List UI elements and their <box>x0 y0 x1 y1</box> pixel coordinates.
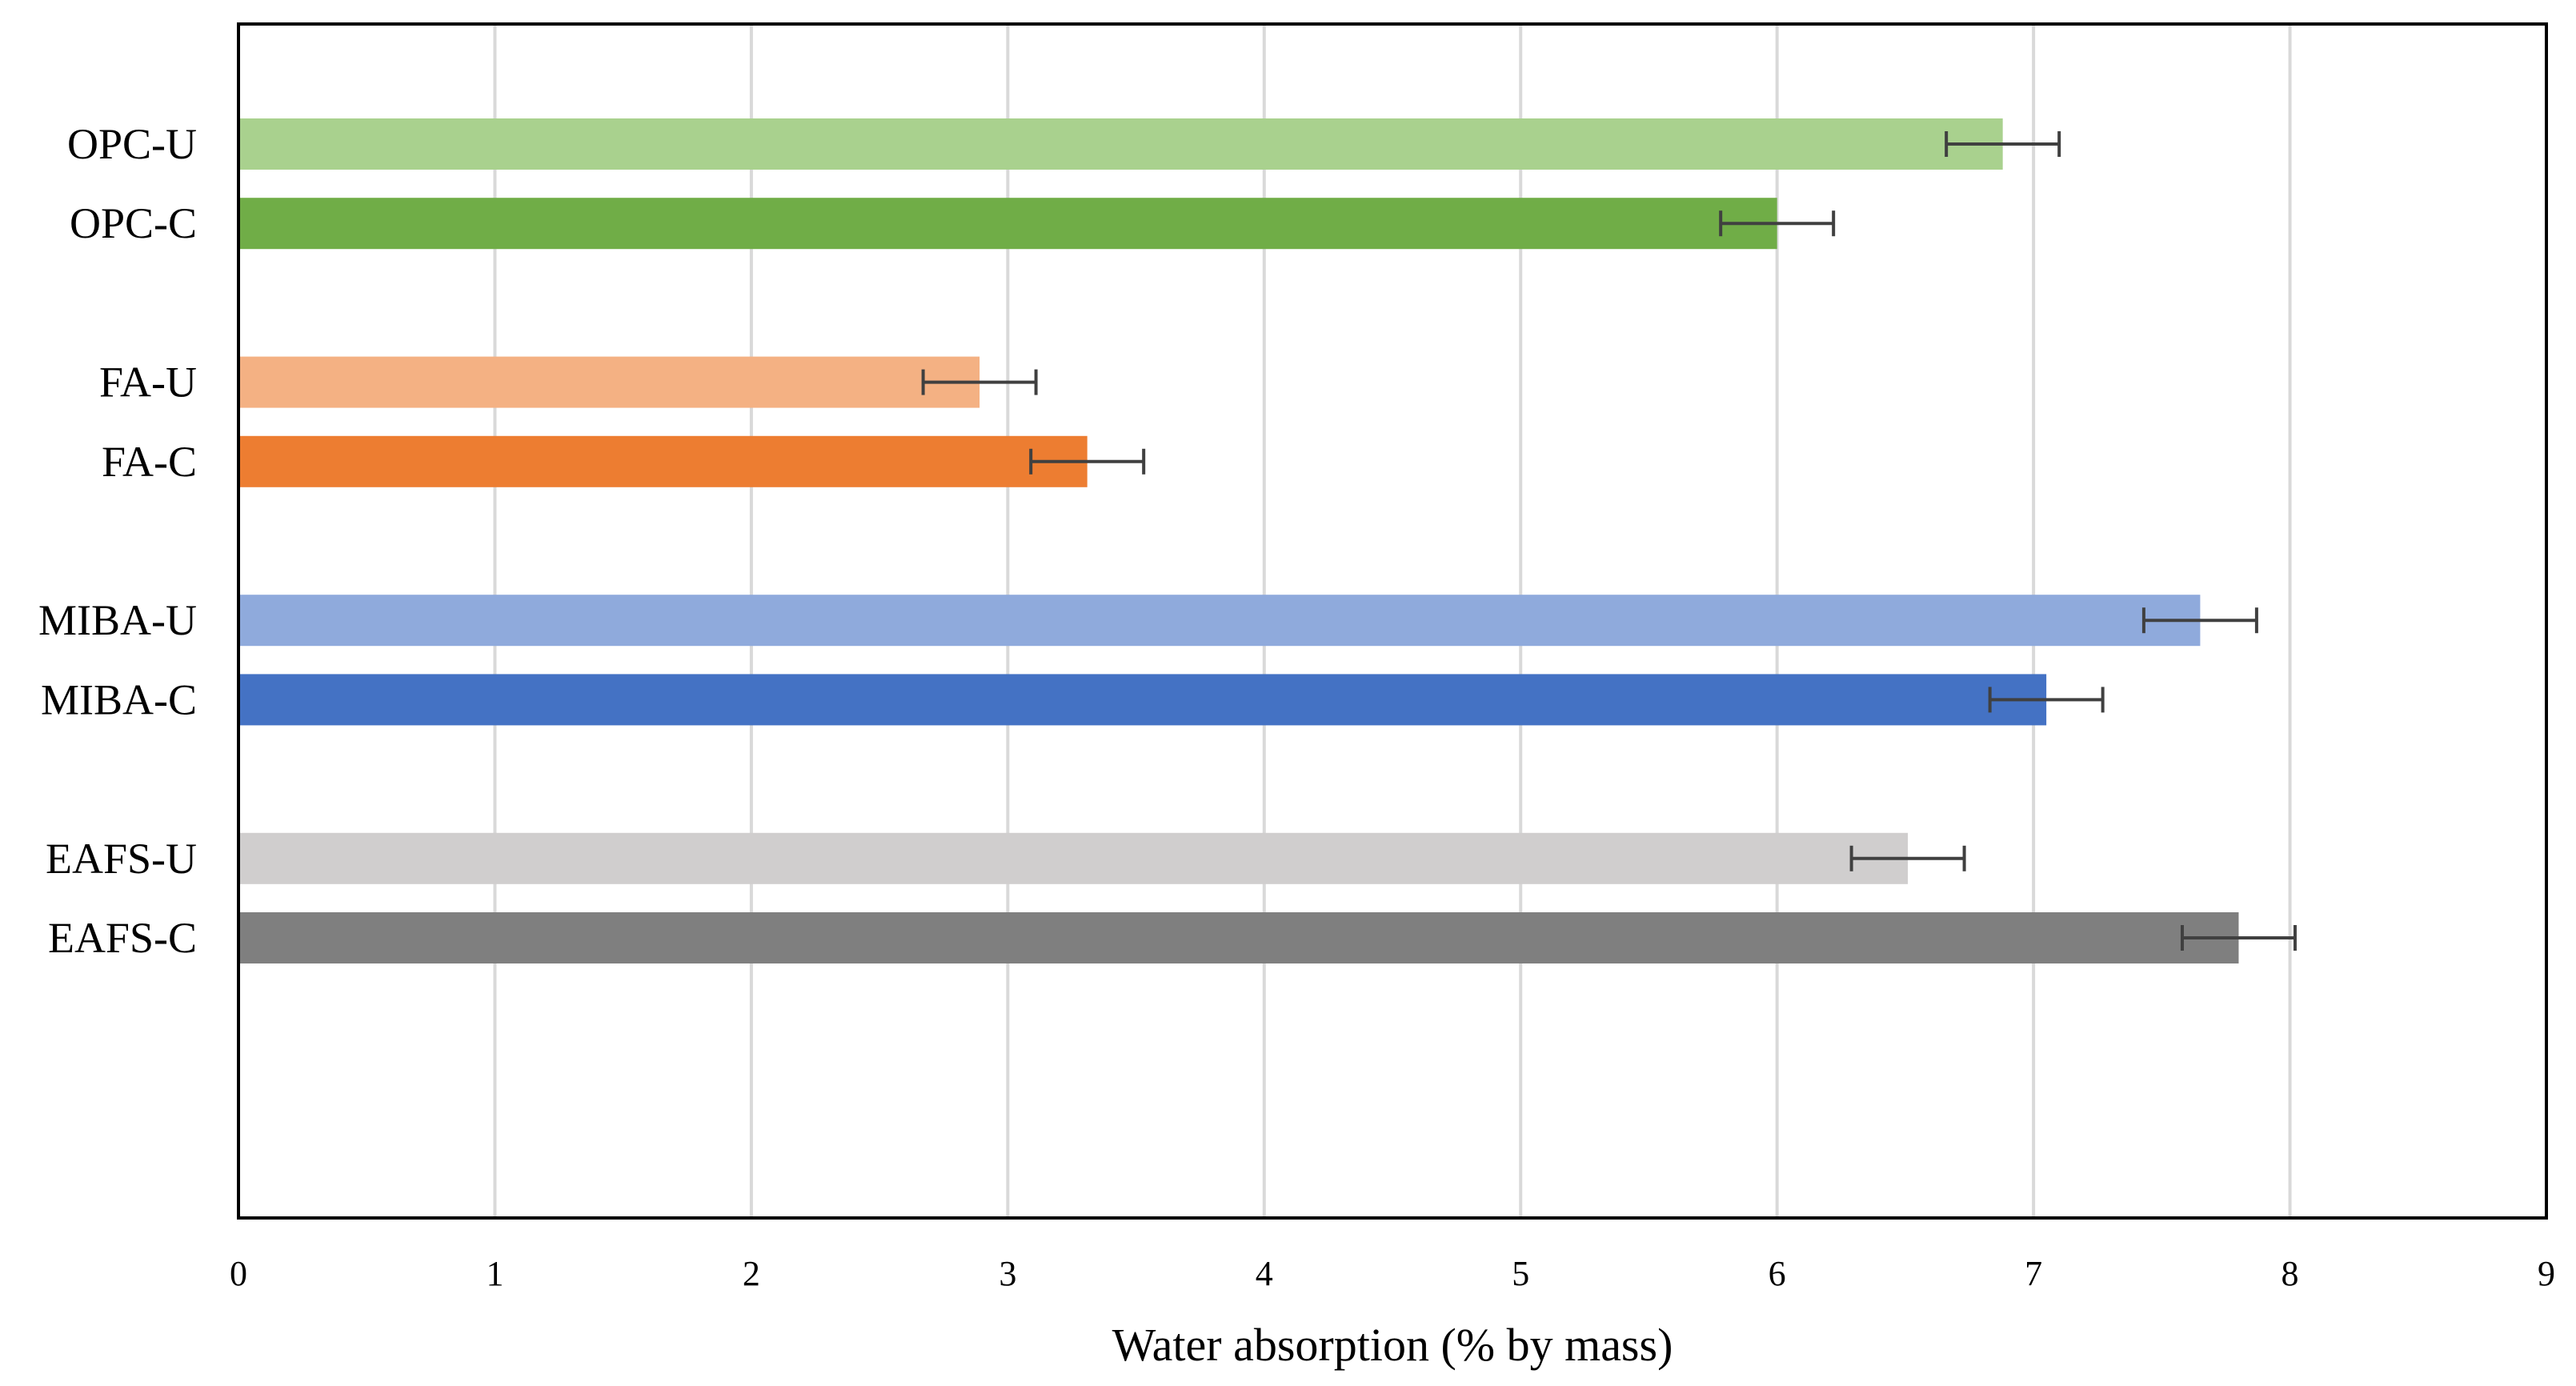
error-bar-fa-c <box>1029 448 1146 475</box>
x-tick-label: 8 <box>2282 1254 2299 1293</box>
x-tick-label: 0 <box>230 1254 247 1293</box>
category-label-eafs-c: EAFS-C <box>48 914 197 962</box>
x-tick-label: 6 <box>1769 1254 1786 1293</box>
error-bar-miba-c <box>1988 687 2105 713</box>
error-bar-eafs-u <box>1849 845 1966 871</box>
bar-miba-u <box>238 595 2201 647</box>
x-tick-label: 3 <box>999 1254 1016 1293</box>
x-tick-label: 9 <box>2538 1254 2555 1293</box>
error-bar-opc-u <box>1945 131 2061 157</box>
category-label-opc-u: OPC-U <box>67 120 197 168</box>
error-bar-eafs-c <box>2180 925 2297 951</box>
category-label-fa-u: FA-U <box>99 359 197 407</box>
error-bars <box>921 131 2297 951</box>
x-tick-label: 1 <box>486 1254 503 1293</box>
bars <box>238 118 2239 963</box>
x-tick-label: 7 <box>2025 1254 2042 1293</box>
error-bar-opc-c <box>1719 210 1836 237</box>
x-tick-labels: 0 1 2 3 4 5 6 7 8 9 <box>230 1254 2555 1293</box>
category-label-miba-c: MIBA-C <box>41 675 197 723</box>
category-labels: OPC-U OPC-C FA-U FA-C MIBA-U MIBA-C EAFS-U EAFS… <box>38 120 197 962</box>
category-label-opc-c: OPC-C <box>70 199 197 247</box>
x-axis-title: Water absorption (% by mass) <box>1112 1319 1673 1371</box>
category-label-eafs-u: EAFS-U <box>46 835 197 883</box>
bar-eafs-c <box>238 912 2239 963</box>
bar-eafs-u <box>238 832 1909 884</box>
x-tick-label: 5 <box>1512 1254 1529 1293</box>
bar-miba-c <box>238 674 2047 726</box>
category-label-fa-c: FA-C <box>102 438 197 486</box>
x-tick-label: 4 <box>1256 1254 1273 1293</box>
error-bar-miba-u <box>2141 607 2258 634</box>
category-label-miba-u: MIBA-U <box>38 596 197 644</box>
plot-area-frame <box>237 22 2548 1220</box>
bar-fa-u <box>238 356 980 408</box>
x-tick-label: 2 <box>743 1254 760 1293</box>
bar-opc-u <box>238 118 2003 170</box>
bar-fa-c <box>238 435 1088 487</box>
error-bar-fa-u <box>921 369 1038 395</box>
bar-opc-c <box>238 198 1777 250</box>
